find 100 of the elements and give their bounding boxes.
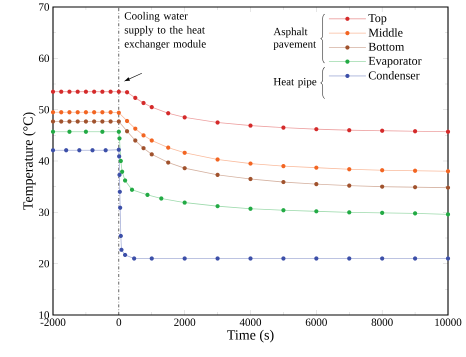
legend-label: Top xyxy=(368,14,386,25)
point xyxy=(380,128,384,133)
point xyxy=(182,256,187,261)
y-tick-label: 10 xyxy=(39,311,50,319)
point xyxy=(84,130,88,134)
point xyxy=(248,206,253,211)
point xyxy=(117,154,122,158)
point xyxy=(67,90,72,94)
point xyxy=(380,210,384,215)
x-tick-label: 0 xyxy=(116,318,122,326)
point xyxy=(133,96,138,100)
point xyxy=(92,90,96,94)
point xyxy=(117,136,122,141)
point xyxy=(84,110,88,114)
y-axis-title: Temperature (°C) xyxy=(22,112,36,210)
y-tick-label: 40 xyxy=(38,157,50,165)
point xyxy=(347,256,352,261)
point xyxy=(314,166,318,170)
point xyxy=(118,190,122,194)
point xyxy=(130,188,134,192)
point xyxy=(248,176,253,182)
point xyxy=(90,148,95,152)
y-tick-label: 70 xyxy=(39,3,50,11)
point xyxy=(50,110,56,114)
point xyxy=(50,130,56,134)
point xyxy=(116,130,121,134)
point xyxy=(84,90,88,94)
point xyxy=(215,204,220,208)
point xyxy=(50,90,56,94)
point xyxy=(116,119,121,124)
point xyxy=(50,119,56,124)
point xyxy=(76,90,80,94)
point xyxy=(141,133,146,138)
annotation: Asphalt pavement xyxy=(273,28,316,50)
point xyxy=(150,152,154,156)
point xyxy=(150,105,154,110)
point xyxy=(314,182,318,186)
point xyxy=(347,210,352,214)
point xyxy=(248,123,253,128)
point xyxy=(145,192,150,197)
point xyxy=(92,119,96,124)
point xyxy=(100,119,104,124)
point xyxy=(100,90,104,94)
point xyxy=(215,120,220,125)
point xyxy=(76,110,80,114)
x-tick-label: 10000 xyxy=(435,318,462,326)
point xyxy=(380,184,384,189)
point xyxy=(150,256,154,261)
point xyxy=(215,157,220,162)
point xyxy=(248,161,253,166)
point xyxy=(159,196,164,201)
point xyxy=(67,130,72,134)
point xyxy=(117,172,122,177)
point xyxy=(347,128,352,132)
point xyxy=(67,110,72,114)
annotation: Cooling water supply to the heat exchanger module xyxy=(124,12,206,50)
legend-label: Evaporator xyxy=(368,56,422,68)
point xyxy=(132,256,136,261)
point xyxy=(347,184,352,188)
point xyxy=(380,168,384,172)
point xyxy=(281,126,286,130)
point xyxy=(76,119,80,124)
point xyxy=(100,130,104,134)
x-axis-title: Time (s) xyxy=(227,330,274,343)
point xyxy=(182,150,187,155)
point xyxy=(446,212,450,216)
point xyxy=(108,110,113,114)
point xyxy=(124,118,130,124)
point xyxy=(59,90,64,94)
point xyxy=(166,111,170,116)
point xyxy=(281,164,286,168)
point xyxy=(64,148,68,152)
point xyxy=(412,185,418,190)
point xyxy=(446,256,450,261)
point xyxy=(412,211,418,216)
point xyxy=(122,252,128,258)
point xyxy=(412,129,418,134)
point xyxy=(77,148,82,152)
point xyxy=(108,90,113,94)
point xyxy=(124,129,130,134)
y-tick-label: 60 xyxy=(38,54,50,62)
x-tick-label: 2000 xyxy=(174,318,196,326)
point xyxy=(124,90,130,94)
point xyxy=(118,206,122,210)
point xyxy=(248,256,253,261)
point xyxy=(133,126,138,131)
point xyxy=(116,90,121,94)
x-tick-label: 8000 xyxy=(372,318,393,326)
point xyxy=(67,119,72,124)
legend-label: Condenser xyxy=(368,71,420,80)
point xyxy=(281,208,286,212)
x-tick-label: -2000 xyxy=(40,318,66,326)
legend-label: Bottom xyxy=(368,42,404,51)
point xyxy=(141,146,146,150)
point xyxy=(50,148,56,152)
point xyxy=(182,166,187,170)
point xyxy=(182,115,187,120)
point xyxy=(150,138,154,143)
annotation: Heat pipe xyxy=(274,78,316,88)
point xyxy=(59,119,64,124)
